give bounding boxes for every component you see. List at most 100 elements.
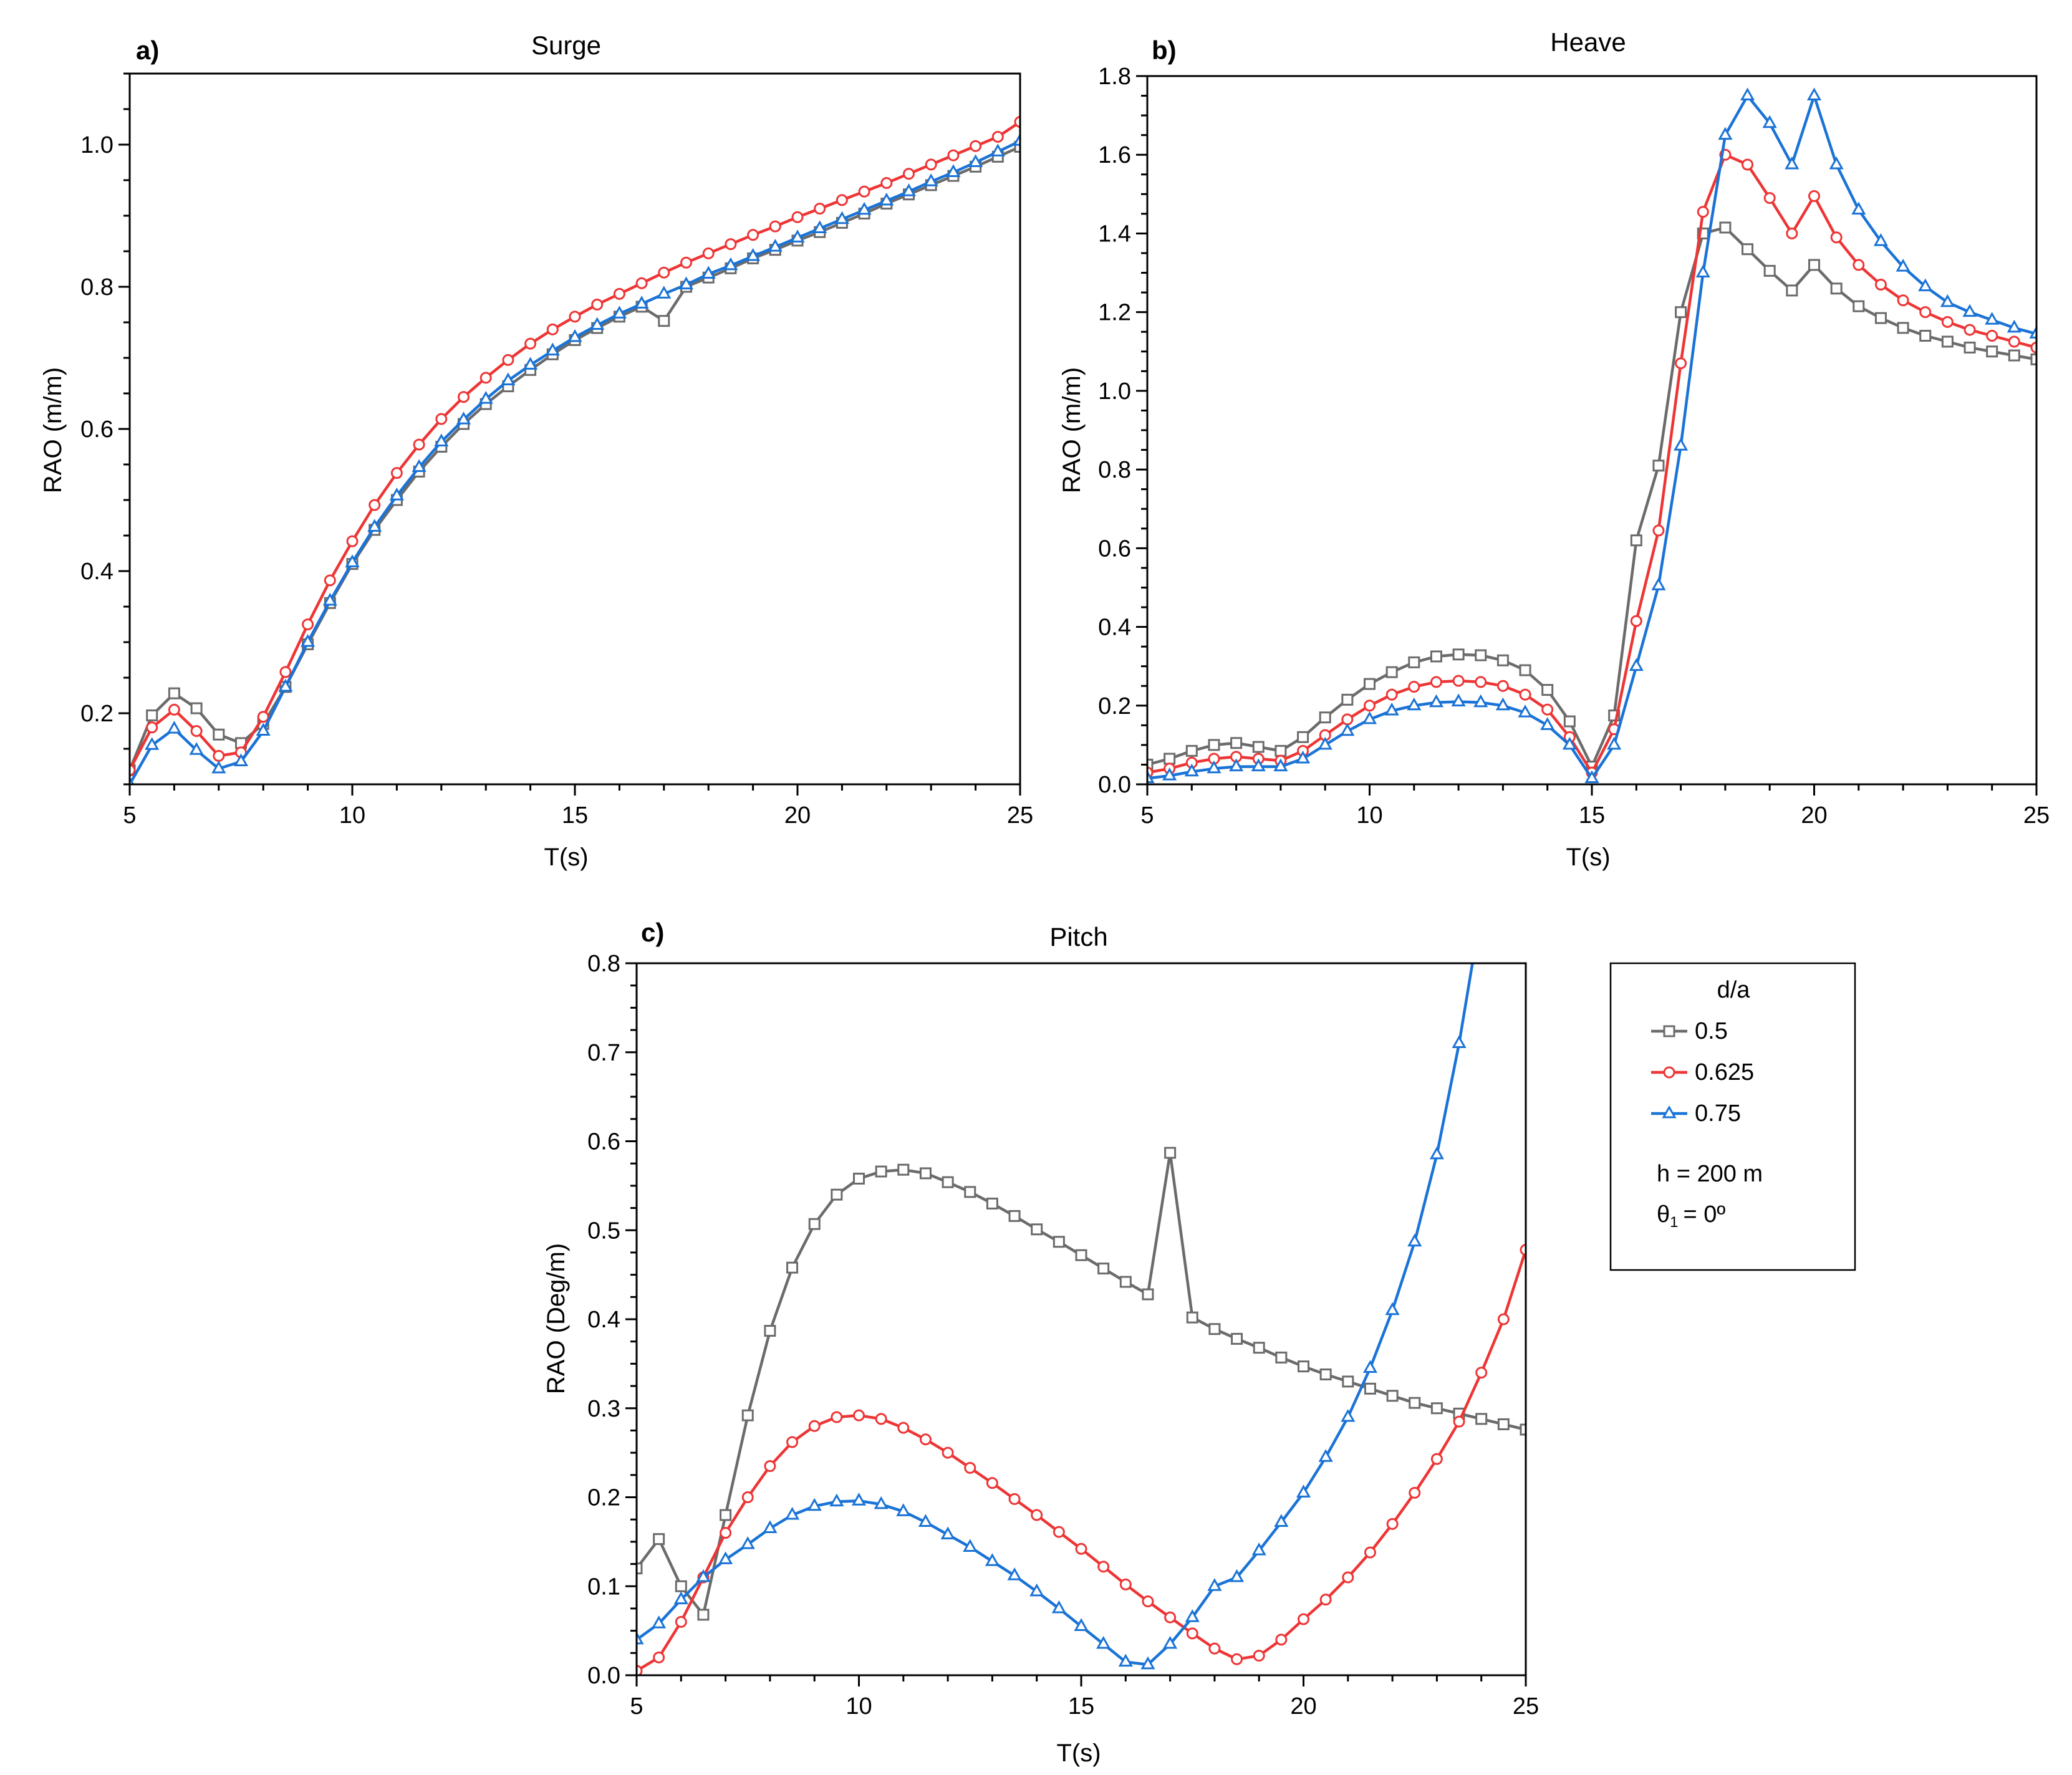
data-point — [834, 211, 849, 224]
data-point — [986, 1197, 998, 1210]
data-point — [1520, 1423, 1526, 1436]
data-point — [1897, 322, 1909, 334]
data-point — [1497, 1313, 1510, 1325]
legend-theta-symbol: θ — [1657, 1201, 1670, 1228]
data-point — [523, 357, 538, 370]
data-point — [1763, 264, 1776, 277]
data-point — [567, 329, 582, 342]
data-point — [190, 725, 203, 737]
data-point — [1518, 705, 1533, 718]
data-point — [897, 1163, 910, 1176]
series-line — [130, 145, 1020, 771]
series-0.75 — [637, 903, 1487, 1670]
data-point — [1053, 1236, 1065, 1248]
data-point — [635, 277, 648, 289]
data-point — [145, 737, 160, 750]
data-point — [918, 1514, 933, 1527]
data-point — [680, 256, 692, 269]
data-point — [2007, 319, 2021, 333]
data-point — [1364, 678, 1376, 690]
y-tick-label: 0.4 — [587, 1307, 620, 1333]
y-tick-label: 0.0 — [1098, 772, 1131, 798]
data-point — [963, 1539, 978, 1552]
data-point — [1014, 116, 1020, 128]
y-tick-label: 0.0 — [587, 1663, 620, 1689]
data-point — [1364, 1546, 1376, 1559]
data-point — [1629, 658, 1644, 671]
data-point — [718, 1551, 733, 1564]
data-point — [130, 764, 136, 776]
data-point — [1429, 694, 1444, 708]
data-point — [413, 438, 425, 451]
data-point — [720, 1509, 732, 1521]
panel-a-ylabel: RAO (m/m) — [39, 367, 67, 493]
data-point — [478, 391, 493, 404]
data-point — [942, 1446, 954, 1459]
data-point — [1918, 278, 1933, 292]
data-point — [946, 164, 961, 177]
data-point — [1229, 1569, 1245, 1582]
data-point — [1029, 1583, 1044, 1597]
data-point — [1186, 1311, 1198, 1324]
data-point — [1541, 703, 1554, 716]
data-point — [1452, 675, 1465, 687]
data-point — [233, 753, 249, 767]
legend-theta-value: = 0º — [1684, 1201, 1726, 1228]
y-tick-label: 0.4 — [1098, 615, 1131, 641]
x-tick-label: 15 — [1068, 1693, 1094, 1720]
data-point — [213, 749, 225, 762]
data-point — [1119, 1578, 1132, 1590]
data-point — [1297, 731, 1309, 743]
data-point — [853, 1409, 865, 1421]
data-point — [1014, 140, 1020, 153]
data-point — [279, 666, 292, 678]
data-point — [653, 1533, 665, 1546]
data-point — [1409, 1486, 1421, 1499]
data-point — [786, 1436, 799, 1448]
data-point — [1563, 715, 1576, 728]
data-point — [1874, 312, 1887, 324]
data-point — [1164, 753, 1176, 765]
panel-b-frame — [1146, 75, 2038, 786]
data-point — [769, 220, 781, 233]
data-point — [919, 1433, 932, 1446]
data-point — [1147, 770, 1155, 784]
data-point — [968, 154, 983, 167]
data-point — [1476, 903, 1487, 913]
data-point — [1074, 1618, 1089, 1631]
data-point — [2030, 341, 2036, 354]
data-point — [1119, 1276, 1132, 1288]
data-point — [1742, 158, 1754, 171]
data-point — [880, 177, 893, 190]
data-point — [1362, 711, 1377, 724]
series-line — [130, 140, 1020, 784]
panel-b-title: Heave — [1550, 27, 1626, 57]
data-point — [545, 342, 560, 356]
data-point — [1007, 1567, 1022, 1580]
panel-c-series — [637, 903, 1526, 1675]
data-point — [1031, 1509, 1043, 1521]
data-point — [524, 337, 537, 350]
data-point — [1362, 1360, 1378, 1373]
data-point — [1475, 676, 1487, 688]
data-point — [1408, 680, 1420, 693]
data-point — [1162, 767, 1177, 781]
data-point — [1897, 294, 1909, 307]
data-point — [1229, 758, 1244, 772]
data-point — [1697, 206, 1709, 218]
data-point — [1853, 300, 1865, 312]
data-point — [874, 1496, 889, 1509]
data-point — [903, 168, 915, 180]
data-point — [1185, 744, 1198, 757]
data-point — [1385, 666, 1398, 678]
data-point — [740, 1536, 755, 1549]
data-point — [1208, 739, 1220, 751]
data-point — [301, 633, 316, 647]
data-point — [1919, 306, 1932, 319]
data-point — [168, 703, 180, 716]
y-tick-label: 0.3 — [587, 1396, 620, 1422]
panel-b-ylabel: RAO (m/m) — [1058, 367, 1086, 493]
data-point — [702, 247, 715, 259]
data-point — [831, 1411, 843, 1423]
data-point — [1118, 1653, 1133, 1667]
